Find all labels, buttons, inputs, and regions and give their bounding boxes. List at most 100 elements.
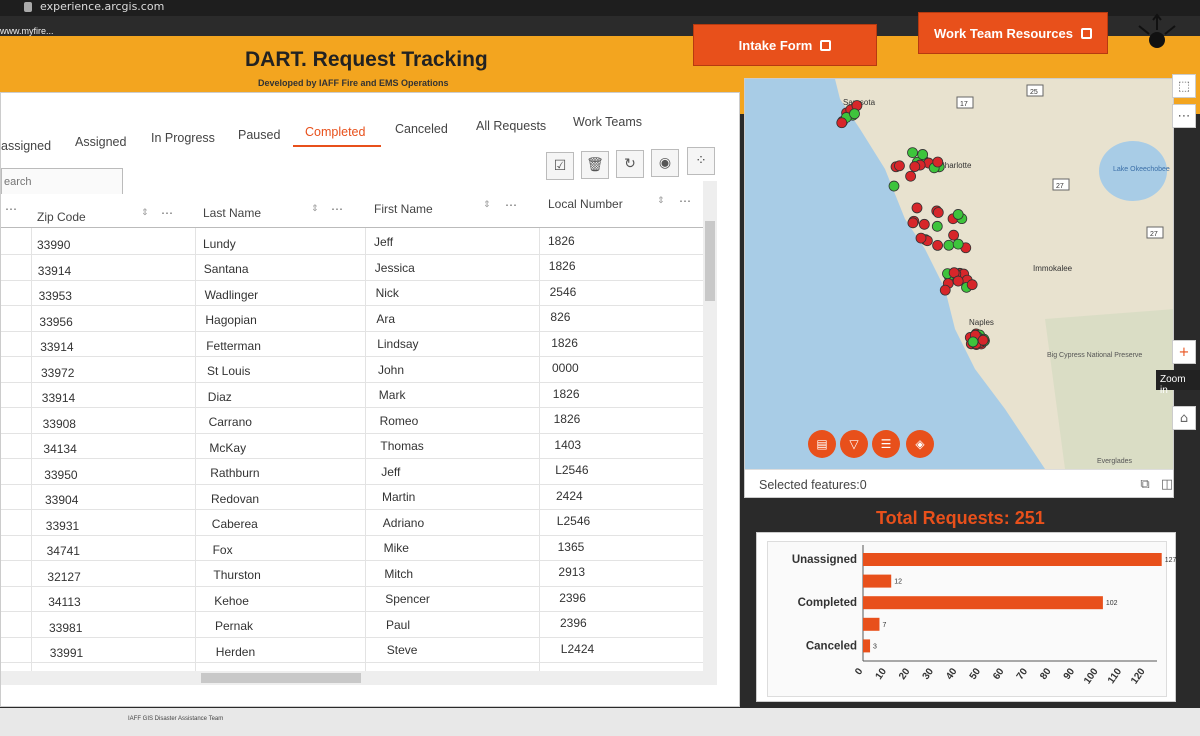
chart-bar[interactable] bbox=[863, 617, 880, 631]
request-point[interactable] bbox=[939, 284, 951, 296]
list-check-icon[interactable]: ☑ bbox=[546, 152, 574, 180]
refresh-icon[interactable]: ↻ bbox=[616, 150, 644, 178]
request-point[interactable] bbox=[836, 117, 848, 129]
column-menu-icon[interactable]: ⋯ bbox=[161, 206, 173, 220]
table-row[interactable]: 33914 Diaz Mark 1826 bbox=[1, 383, 717, 408]
request-point[interactable] bbox=[943, 239, 955, 251]
column-menu-icon[interactable]: ⋯ bbox=[331, 202, 343, 216]
column-menu-icon[interactable]: ⋯ bbox=[5, 202, 17, 216]
intake-form-button[interactable]: Intake Form bbox=[693, 24, 877, 66]
table-row[interactable]: 33990 Lundy Jeff 1826 bbox=[1, 230, 717, 255]
request-point[interactable] bbox=[907, 217, 919, 229]
column-menu-icon[interactable]: ⋯ bbox=[679, 194, 691, 208]
tab-work-teams[interactable]: Work Teams bbox=[573, 115, 643, 129]
tab-assigned[interactable]: Assigned bbox=[75, 135, 127, 149]
table-row[interactable]: 32127 Thurston Mitch 2913 bbox=[1, 562, 717, 587]
zoom-in-icon[interactable]: + bbox=[1172, 340, 1196, 364]
column-header-zip[interactable]: Zip Code bbox=[37, 210, 86, 224]
chart-bar[interactable] bbox=[863, 574, 892, 588]
grid-icon[interactable]: ⁘ bbox=[687, 147, 715, 175]
column-header-local-number[interactable]: Local Number bbox=[548, 197, 623, 211]
request-point[interactable] bbox=[966, 279, 978, 291]
tab-unassigned[interactable]: assigned bbox=[1, 139, 52, 153]
table-row[interactable]: 33914 Santana Jessica 1826 bbox=[1, 256, 717, 281]
table-row[interactable]: 33904 Redovan Martin 2424 bbox=[1, 485, 717, 510]
table-vertical-scrollbar[interactable] bbox=[703, 181, 717, 681]
request-point[interactable] bbox=[967, 336, 979, 348]
request-point[interactable] bbox=[905, 170, 917, 182]
road-shield-label: 27 bbox=[1056, 183, 1064, 190]
legend-icon[interactable]: ☰ bbox=[872, 430, 900, 458]
table-row[interactable]: 34134 McKay Thomas 1403 bbox=[1, 434, 717, 459]
table-cell: L2546 bbox=[555, 463, 589, 477]
table-row[interactable]: 33991 Herden Steve L2424 bbox=[1, 638, 717, 663]
request-point[interactable] bbox=[952, 238, 964, 250]
table-row[interactable]: 34113 Kehoe Spencer 2396 bbox=[1, 587, 717, 612]
home-icon[interactable]: ⌂ bbox=[1172, 406, 1196, 430]
table-row[interactable]: 33931 Caberea Adriano L2546 bbox=[1, 511, 717, 536]
sort-icon[interactable]: ⇕ bbox=[311, 204, 319, 214]
table-row[interactable]: 33981 Pernak Paul 2396 bbox=[1, 613, 717, 638]
request-point[interactable] bbox=[907, 147, 918, 159]
table-row[interactable]: 33956 Hagopian Ara 826 bbox=[1, 307, 717, 332]
sort-icon[interactable]: ⇕ bbox=[657, 196, 665, 206]
table-row[interactable]: 34741 Fox Mike 1365 bbox=[1, 536, 717, 561]
tab-completed[interactable]: Completed bbox=[305, 125, 366, 139]
table-row[interactable]: 33908 Carrano Romeo 1826 bbox=[1, 409, 717, 434]
tab-canceled[interactable]: Canceled bbox=[395, 122, 448, 136]
request-point[interactable] bbox=[977, 334, 989, 346]
request-point[interactable] bbox=[917, 149, 929, 160]
request-point[interactable] bbox=[849, 108, 860, 120]
table-horizontal-scrollbar[interactable] bbox=[1, 671, 717, 685]
request-point[interactable] bbox=[918, 218, 930, 230]
select-icon[interactable]: ⬚ bbox=[1172, 74, 1196, 98]
scroll-thumb[interactable] bbox=[705, 221, 715, 301]
column-header-first-name[interactable]: First Name bbox=[374, 202, 433, 216]
share-network-icon[interactable] bbox=[1134, 12, 1180, 52]
request-point[interactable] bbox=[948, 229, 960, 241]
request-point[interactable] bbox=[932, 239, 943, 251]
table-icon[interactable]: ▤ bbox=[808, 430, 836, 458]
request-point[interactable] bbox=[911, 202, 923, 214]
panel-toggle-icon[interactable]: ◫ bbox=[1155, 472, 1173, 496]
request-point[interactable] bbox=[909, 161, 921, 172]
table-row[interactable]: 33950 Rathburn Jeff L2546 bbox=[1, 460, 717, 485]
search-field[interactable] bbox=[1, 168, 123, 196]
map-view[interactable]: Sarasota Charlotte Lake Okeechobee Immok… bbox=[745, 79, 1174, 469]
map-panel: Sarasota Charlotte Lake Okeechobee Immok… bbox=[744, 78, 1174, 498]
select-features-icon[interactable]: ⧉ bbox=[1133, 472, 1157, 496]
request-point[interactable] bbox=[952, 275, 964, 287]
request-point[interactable] bbox=[932, 207, 944, 218]
work-team-resources-button[interactable]: Work Team Resources bbox=[918, 12, 1108, 54]
search-input[interactable] bbox=[2, 169, 120, 195]
chart-bar[interactable] bbox=[863, 639, 871, 653]
layers-icon[interactable]: ◈ bbox=[906, 430, 934, 458]
trash-icon[interactable]: 🗑 bbox=[581, 151, 609, 179]
table-row[interactable]: 33914 Fetterman Lindsay 1826 bbox=[1, 332, 717, 357]
tab-all-requests[interactable]: All Requests bbox=[476, 119, 547, 133]
eye-icon[interactable]: ◉ bbox=[651, 149, 679, 177]
column-header-last-name[interactable]: Last Name bbox=[203, 206, 262, 220]
url-bar[interactable]: experience.arcgis.com bbox=[40, 0, 165, 13]
scroll-thumb[interactable] bbox=[201, 673, 361, 683]
chart-bar[interactable] bbox=[863, 553, 1162, 566]
table-row[interactable]: 33953 Wadlinger Nick 2546 bbox=[1, 281, 717, 306]
request-point[interactable] bbox=[932, 156, 944, 168]
tab-paused[interactable]: Paused bbox=[238, 128, 281, 142]
request-point[interactable] bbox=[931, 220, 943, 232]
chart-tick-label: 50 bbox=[968, 666, 984, 682]
request-point[interactable] bbox=[888, 180, 900, 192]
chart-bar[interactable] bbox=[863, 596, 1103, 610]
lake-okeechobee bbox=[1099, 141, 1167, 201]
sort-icon[interactable]: ⇕ bbox=[141, 208, 149, 218]
request-points[interactable] bbox=[836, 100, 990, 351]
column-menu-icon[interactable]: ⋯ bbox=[505, 198, 517, 212]
request-point[interactable] bbox=[915, 232, 927, 244]
request-point[interactable] bbox=[894, 160, 905, 172]
sort-icon[interactable]: ⇕ bbox=[483, 200, 491, 210]
tab-in-progress[interactable]: In Progress bbox=[151, 131, 215, 145]
more-options-icon[interactable]: ⋯ bbox=[1172, 104, 1196, 128]
request-point[interactable] bbox=[952, 209, 964, 220]
table-row[interactable]: 33972 St Louis John 0000 bbox=[1, 358, 717, 383]
filter-icon[interactable]: ▽ bbox=[840, 430, 868, 458]
